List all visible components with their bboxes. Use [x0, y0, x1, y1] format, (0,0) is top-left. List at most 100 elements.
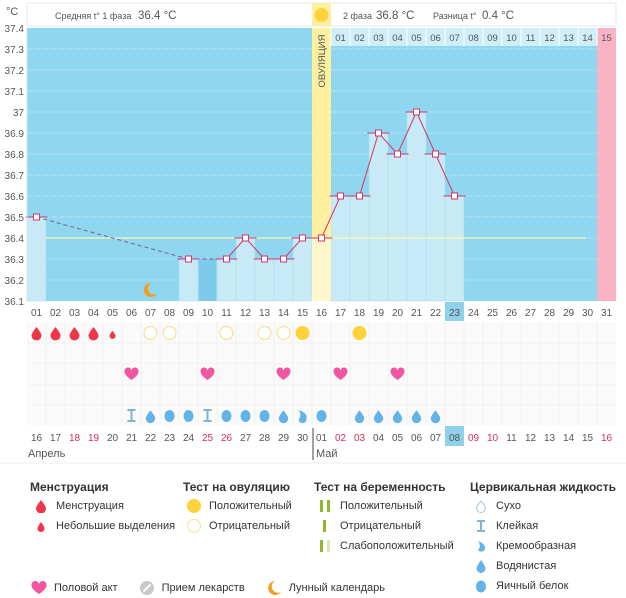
watery-icon: [411, 410, 422, 424]
x-tick-label: 10: [202, 308, 214, 319]
temperature-bar: [254, 258, 275, 302]
legend-cervical-fluid: Цервикальная жидкость Сухо Клейкая Кремо…: [470, 478, 616, 596]
ovulation-test-negative-icon: [276, 325, 291, 341]
temperature-bar: [235, 237, 256, 302]
legend-ovulation-test: Тест на овуляцию Положительный Отрицател…: [183, 478, 292, 536]
watery-icon: [392, 410, 403, 424]
x-tick-label: 22: [430, 308, 442, 319]
temperature-point: [375, 129, 382, 137]
legend-item: Отрицательный: [314, 516, 454, 536]
next-cycle-label: 01: [335, 33, 346, 44]
diff-value: 0.4 °C: [482, 10, 514, 22]
calendar-date: 06: [411, 433, 423, 444]
one-line-icon: [314, 518, 336, 534]
temperature-point: [223, 255, 230, 263]
egg-white-icon: [164, 410, 175, 422]
ovulation-column: [312, 28, 331, 301]
temperature-point: [394, 150, 401, 158]
temperature-line-segment: [359, 132, 379, 197]
temperature-bar: [425, 153, 446, 302]
calendar-date: 09: [468, 433, 480, 444]
legend-label: Клейкая: [496, 520, 539, 532]
legend-label: Прием лекарств: [161, 582, 245, 594]
symptom-rows: [27, 322, 616, 425]
legend-label: Менструация: [56, 500, 124, 512]
egg-white-icon: [259, 410, 270, 422]
temperature-point: [33, 213, 40, 221]
month-label: Май: [316, 448, 338, 460]
egg-white-icon: [240, 410, 251, 422]
next-cycle-label: 06: [430, 33, 441, 44]
x-tick-label: 04: [88, 308, 100, 319]
y-tick-label: 37: [13, 108, 25, 119]
next-cycle-label: 05: [411, 33, 422, 44]
legend-item: Лунный календарь: [263, 578, 385, 598]
x-tick-label: 26: [506, 308, 518, 319]
temperature-line-segment: [435, 153, 455, 197]
ovulation-test-negative-icon: [257, 325, 272, 341]
legend-label: Небольшие выделения: [56, 520, 176, 532]
x-tick-label: 30: [582, 308, 594, 319]
y-tick-label: 37.2: [5, 66, 25, 77]
expected-period-column: [597, 28, 616, 301]
x-tick-label: 01: [31, 308, 43, 319]
x-tick-label: 31: [601, 308, 613, 319]
faint-lines-icon: [314, 538, 336, 554]
legend-label: Отрицательный: [340, 520, 421, 532]
calendar-date: 15: [582, 433, 594, 444]
blood-drop-icon: [50, 327, 61, 341]
phase1-value: 36.4 °C: [138, 10, 176, 22]
legend-item: Сухо: [470, 496, 616, 516]
phase2-value: 36.8 °C: [376, 10, 414, 22]
legend-label: Лунный календарь: [288, 582, 385, 594]
calendar-date: 17: [50, 433, 62, 444]
temperature-point: [280, 255, 287, 263]
egg-white-icon: [183, 410, 194, 422]
legend-other: Половой акт Прием лекарств Лунный календ…: [28, 578, 403, 598]
legend-title: Тест на овуляцию: [183, 480, 290, 494]
calendar-date: 11: [506, 433, 517, 444]
phase1-label: Средняя t° 1 фаза: [55, 11, 131, 21]
x-tick-label: 08: [164, 308, 176, 319]
legend-item: Яичный белок: [470, 576, 616, 596]
next-cycle-label: 08: [468, 33, 479, 44]
temperature-bar: [312, 238, 331, 301]
x-tick-label: 27: [525, 308, 537, 319]
x-tick-label: 18: [354, 308, 366, 319]
phase2-label: 2 фаза: [343, 11, 372, 21]
calendar-date: 10: [487, 433, 499, 444]
heart-icon: [200, 367, 215, 380]
legend-title: Цервикальная жидкость: [470, 480, 617, 494]
temperature-point: [318, 234, 325, 242]
x-tick-label: 14: [278, 308, 290, 319]
x-tick-label: 24: [468, 308, 480, 319]
x-tick-label: 20: [392, 308, 404, 319]
calendar-date: 25: [202, 433, 214, 444]
legend-label: Водянистая: [496, 560, 557, 572]
small-blood-drop-icon: [30, 518, 52, 534]
x-tick-label: 19: [373, 308, 385, 319]
legend-label: Слабоположительный: [340, 540, 454, 552]
x-tick-label: 12: [240, 308, 252, 319]
x-tick-label: 17: [335, 308, 347, 319]
legend-title: Менструация: [30, 480, 109, 494]
calendar-date: 19: [88, 433, 100, 444]
temperature-line-segment: [36, 216, 189, 260]
legend-label: Сухо: [496, 500, 521, 512]
next-cycle-label: 04: [392, 33, 403, 44]
legend-item: Слабоположительный: [314, 536, 454, 556]
x-tick-label: 25: [487, 308, 499, 319]
unit-label: °C: [6, 6, 18, 18]
sticky-icon: [470, 518, 492, 534]
legend-item: Отрицательный: [183, 516, 292, 536]
legend-item: Кремообразная: [470, 536, 616, 556]
temperature-point: [299, 234, 306, 242]
temperature-bar: [26, 216, 47, 302]
ovulation-test-negative-icon: [162, 325, 177, 341]
y-tick-label: 37.1: [5, 87, 25, 98]
blood-drop-icon: [88, 327, 99, 341]
symptom-grid-bg: [27, 322, 616, 425]
next-cycle-strip: [331, 28, 616, 46]
calendar-date: 23: [164, 433, 176, 444]
calendar-date: 03: [354, 433, 366, 444]
